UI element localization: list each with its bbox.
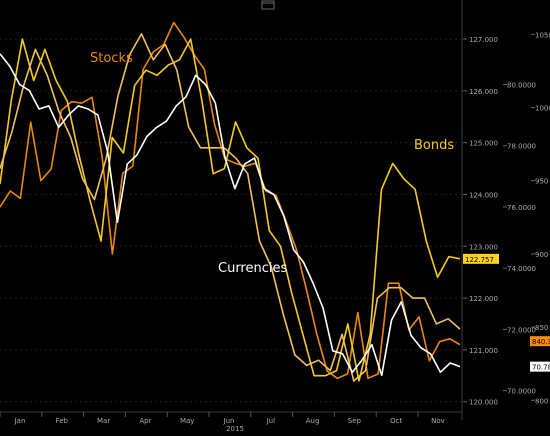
last-value-label: 840.39: [530, 336, 550, 347]
y-tick-label: 126.000: [469, 88, 498, 96]
y-tick-label: 123.000: [469, 243, 498, 251]
y-tick-label: 800: [535, 397, 548, 405]
y-tick-label: 72.0000: [507, 326, 536, 334]
x-tick-label: Nov: [431, 417, 445, 425]
window-icon-frame: [261, 0, 275, 10]
y-tick-label: 950: [535, 178, 548, 186]
y-tick-label: 76.0000: [507, 204, 536, 212]
x-tick-label: Sep: [348, 417, 362, 425]
last-value-label: 122.757: [463, 253, 499, 264]
y-tick-label: 120.000: [469, 399, 498, 407]
y-tick-label: 78.0000: [507, 143, 536, 151]
x-tick-label: Mar: [97, 417, 110, 425]
x-tick-label: May: [180, 417, 194, 425]
annotation-currencies: Currencies: [218, 261, 287, 276]
y-tick-label: 124.000: [469, 191, 498, 199]
last-value-flag: [530, 336, 550, 347]
x-tick-label: Jul: [266, 417, 276, 425]
last-value-label: 70.7822: [530, 361, 550, 372]
x-tick-label: Feb: [56, 417, 69, 425]
y-tick-label: 70.0000: [507, 388, 536, 396]
x-tick-label: Apr: [139, 417, 151, 425]
y-tick-label: 74.0000: [507, 265, 536, 273]
series-line-bonds: [0, 38, 461, 382]
y-tick-label: 121.000: [469, 347, 498, 355]
x-year-label: 2015: [226, 425, 244, 432]
y-tick-label: 850: [535, 324, 548, 332]
series-line-stocks: [0, 21, 461, 380]
y-tick-label: 125.000: [469, 140, 498, 148]
y-tick-label: 1050: [535, 31, 550, 39]
y-tick-label: 127.000: [469, 36, 498, 44]
annotation-stocks: Stocks: [90, 51, 133, 66]
y-tick-label: 900: [535, 251, 548, 259]
last-value-text: 840.39: [532, 338, 550, 346]
window-icon: [261, 0, 275, 10]
x-tick-label: Oct: [390, 417, 402, 425]
series-line-bonds-pale: [0, 33, 461, 382]
x-tick-label: Aug: [306, 417, 320, 425]
series-line-currencies: [0, 53, 461, 377]
x-tick-label: Jun: [223, 417, 235, 425]
last-value-text: 70.7822: [532, 364, 550, 372]
y-tick-label: 80.0000: [507, 82, 536, 90]
annotation-bonds: Bonds: [414, 138, 454, 153]
x-tick-label: Jan: [14, 417, 26, 425]
last-value-text: 122.757: [465, 256, 494, 264]
y-tick-label: 1000: [535, 105, 550, 113]
last-value-flag: [530, 361, 550, 372]
y-tick-label: 122.000: [469, 295, 498, 303]
last-value-flag: [463, 253, 499, 264]
